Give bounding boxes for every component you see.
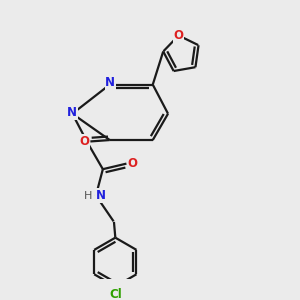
Text: N: N xyxy=(96,189,106,202)
Text: N: N xyxy=(67,106,77,119)
Text: Cl: Cl xyxy=(109,288,122,300)
Text: N: N xyxy=(105,76,115,89)
Text: O: O xyxy=(128,157,137,170)
Text: O: O xyxy=(174,29,184,42)
Text: H: H xyxy=(84,190,92,200)
Text: O: O xyxy=(79,135,89,148)
